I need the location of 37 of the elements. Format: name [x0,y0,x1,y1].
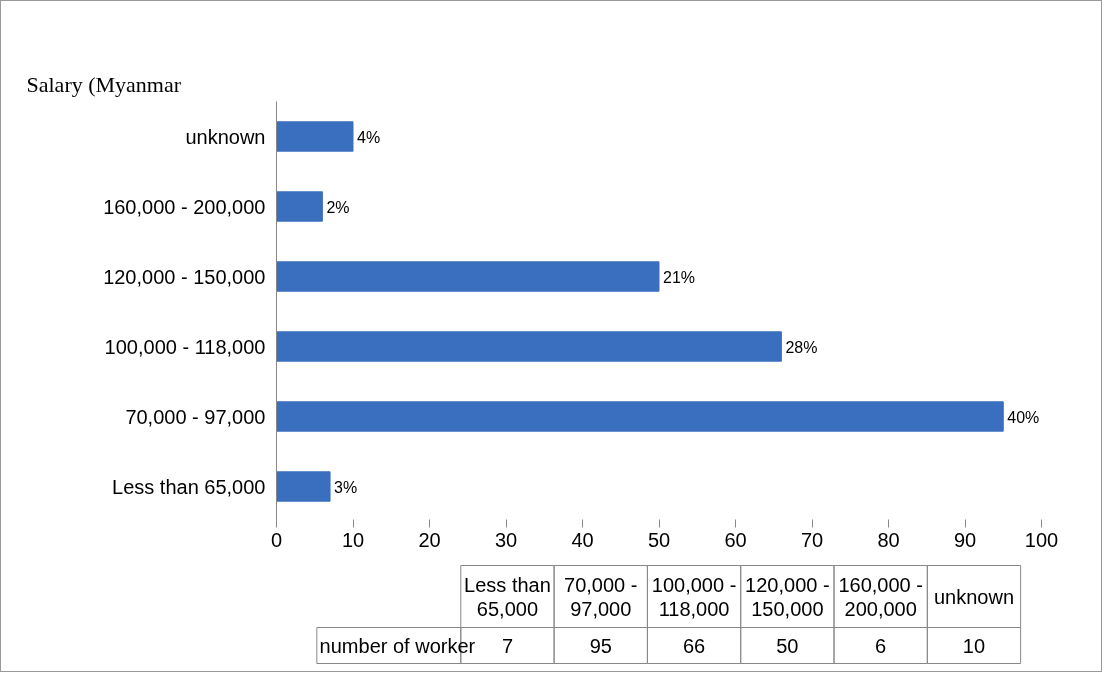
text: 7 [501,634,514,657]
category-label: 160,000 - 200,000 [838,573,923,620]
y-tick-label: 70,000 - 97,000 [125,405,266,428]
category-label: 120,000 - 150,000 [745,573,830,620]
x-tick-label: 10 [341,528,365,551]
category-label: unknown [933,585,1015,608]
x-tick-label: 20 [418,528,441,551]
text: 95 [589,634,612,657]
annotation: 21% [663,268,696,286]
category-label: Less than 65,000 [464,573,551,620]
x-tick-label: 70 [800,528,824,551]
x-tick-label: 60 [724,528,747,551]
y-tick-label: Less than 65,000 [112,475,266,498]
annotation: 2% [326,198,350,216]
annotation: 40% [1007,408,1040,426]
text: 10 [962,634,986,657]
text: number of worker [319,634,476,657]
category-label: 70,000 - 97,000 [564,573,638,620]
chart-title: Salary (Myanmar [26,71,182,97]
x-tick-label: 100 [1024,528,1059,551]
category-label: 100,000 - 118,000 [651,573,737,620]
x-tick-label: 50 [647,528,671,551]
annotation: 3% [334,478,358,496]
y-tick-label: 160,000 - 200,000 [103,195,266,218]
y-tick-label: unknown [185,125,266,148]
x-tick-label: 30 [494,528,518,551]
annotation: 4% [357,128,381,146]
annotation: 28% [785,338,818,356]
y-tick-label: 120,000 - 150,000 [103,265,266,288]
text: 66 [682,634,706,657]
text: 6 [875,634,887,657]
x-tick-label: 0 [270,528,283,551]
x-tick-label: 80 [877,528,900,551]
x-tick-label: 90 [953,528,977,551]
y-tick-label: 100,000 - 118,000 [104,335,266,358]
text: 50 [776,634,799,657]
x-tick-label: 40 [571,528,594,551]
